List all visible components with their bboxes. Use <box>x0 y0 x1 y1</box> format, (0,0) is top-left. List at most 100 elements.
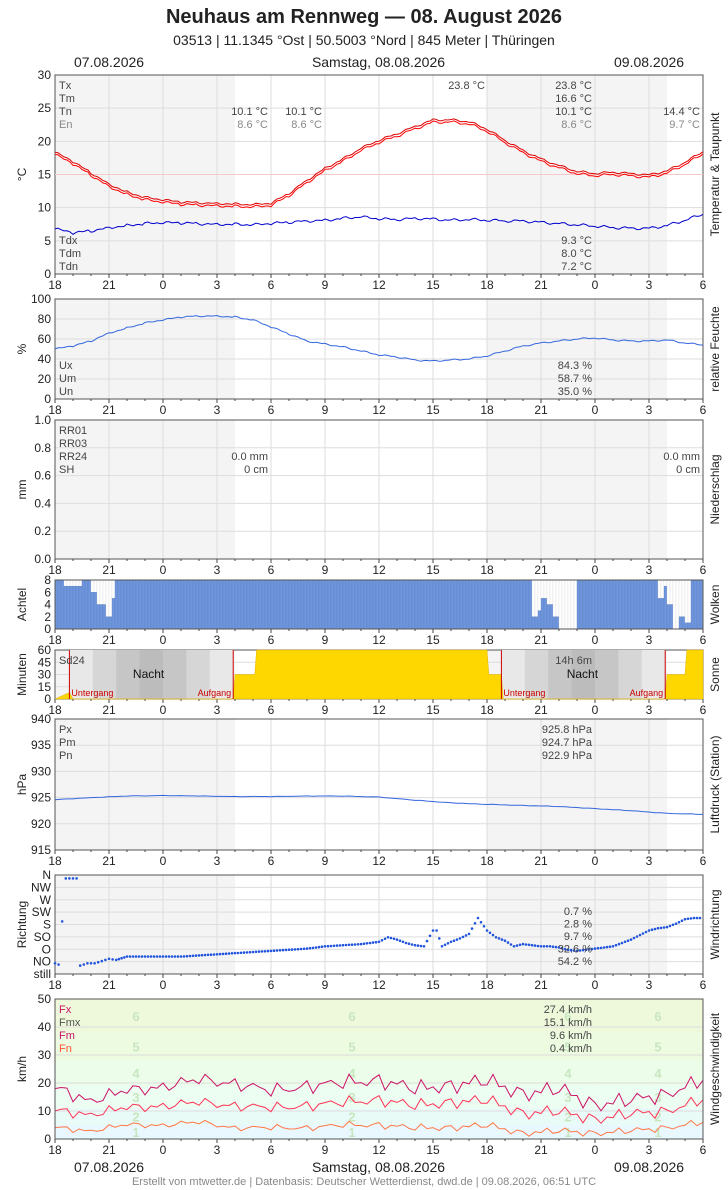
wind-direction-point <box>224 952 228 955</box>
night-band <box>548 650 573 699</box>
temperature-ylabel: °C <box>15 167 29 181</box>
humidity-day-bg2 <box>667 299 703 399</box>
cloud-bar <box>642 579 647 630</box>
precipitation-xtick-label: 3 <box>214 563 221 577</box>
wind-direction-point <box>218 952 222 956</box>
precipitation-xtick-label: 18 <box>48 563 62 577</box>
cloud-clear-bar <box>681 579 686 617</box>
temperature-ytick-label: 5 <box>44 234 51 248</box>
wind-direction-pct: 0.7 % <box>564 906 592 918</box>
cloud-bar <box>369 579 374 630</box>
temperature-legend-label: Tx <box>59 80 72 92</box>
wind-direction-point <box>482 925 486 928</box>
humidity-xtick-label: 21 <box>534 403 548 417</box>
wind-direction-point <box>599 946 603 950</box>
cloud-bar <box>477 579 482 630</box>
wind-direction-point <box>152 955 156 958</box>
temperature-tn-day3: 14.4 °C <box>663 106 700 118</box>
cloud-bar <box>501 579 506 630</box>
sunshine-ytick-label: 60 <box>38 643 52 657</box>
wind-direction-point <box>620 941 624 945</box>
temperature-xtick-label: 3 <box>214 278 221 292</box>
wind-direction-point <box>371 941 375 944</box>
cloud-bar <box>318 579 323 630</box>
temperature-xtick-label: 15 <box>426 278 440 292</box>
wind-direction-point <box>134 955 138 958</box>
cloud-bar <box>231 579 236 630</box>
wind_direction-xtick-label: 3 <box>214 978 221 992</box>
wind-direction-point <box>632 936 636 940</box>
wind-direction-point <box>68 877 71 880</box>
temperature-xtick-label: 18 <box>480 278 494 292</box>
cloud-bar <box>108 616 113 630</box>
cloud-bar <box>213 579 218 630</box>
humidity-value: 35.0 % <box>558 386 592 398</box>
cloud-bar <box>84 579 89 630</box>
cloud-bar <box>87 579 92 630</box>
cloud-clear-bar <box>549 579 554 605</box>
beaufort-label: 1 <box>564 1125 571 1140</box>
wind-direction-point <box>107 957 111 961</box>
wind-direction-point <box>155 955 159 958</box>
humidity-series-um <box>54 314 703 362</box>
wind-direction-point <box>596 946 600 950</box>
clouds-xtick-label: 15 <box>426 633 440 647</box>
wind-direction-point <box>485 929 489 932</box>
humidity-xtick-label: 21 <box>102 403 116 417</box>
cloud-bar <box>282 579 287 630</box>
cloud-bar <box>270 579 275 630</box>
clouds-xtick-label: 18 <box>480 633 494 647</box>
cloud-bar <box>588 579 593 630</box>
wind-direction-point <box>548 945 552 948</box>
cloud-bar <box>246 579 251 630</box>
wind-speed-value: 0.4 km/h <box>550 1043 592 1055</box>
humidity-xtick-label: 6 <box>700 403 707 417</box>
wind-direction-pct: 9.7 % <box>564 931 592 943</box>
sunshine-sd24-label: Sd24 <box>59 655 85 667</box>
wind-direction-point <box>263 950 267 953</box>
pressure-value: 925.8 hPa <box>542 724 593 736</box>
wind-direction-point <box>176 955 180 958</box>
wind-direction-point <box>438 937 441 940</box>
wind-direction-point <box>452 939 456 942</box>
wind-direction-point <box>53 962 57 965</box>
cloud-bar <box>171 579 176 630</box>
clouds-xtick-label: 3 <box>646 633 653 647</box>
beaufort-label: 6 <box>132 1009 139 1024</box>
date-right-bottom: 09.08.2026 <box>614 1159 685 1175</box>
wind-direction-point <box>287 948 291 951</box>
temperature-tn-day1: 10.1 °C <box>231 106 268 118</box>
cloud-bar <box>147 579 152 630</box>
wind-direction-point <box>191 954 195 958</box>
cloud-bar <box>204 579 209 630</box>
cloud-bar <box>525 579 530 630</box>
wind-direction-point <box>395 938 399 941</box>
cloud-bar <box>264 579 269 630</box>
cloud-bar <box>690 579 695 630</box>
pressure-xtick-label: 3 <box>646 854 653 868</box>
night-band <box>501 650 526 699</box>
wind-direction-point <box>203 953 207 957</box>
sunset-label-2: Untergang <box>503 688 545 698</box>
cloud-bar <box>312 579 317 630</box>
wind-direction-point <box>161 955 165 958</box>
cloud-bar <box>153 579 158 630</box>
wind-direction-point <box>653 927 657 931</box>
wind-speed-frame-top <box>54 998 704 1140</box>
precip-sh-day1: 0 cm <box>244 464 268 476</box>
cloud-bar <box>549 604 554 630</box>
precipitation-ytick-label: 0.8 <box>34 441 51 455</box>
wind_direction-xtick-label: 9 <box>322 978 329 992</box>
clouds-xtick-label: 21 <box>534 633 548 647</box>
cloud-bar <box>585 579 590 630</box>
footer-credit: Erstellt von mtwetter.de | Datenbasis: D… <box>131 1176 597 1188</box>
precipitation-xtick-label: 6 <box>700 563 707 577</box>
beaufort-label: 4 <box>654 1066 662 1081</box>
cloud-bar <box>222 579 227 630</box>
wind-direction-point <box>269 949 273 953</box>
clouds-xtick-label: 6 <box>700 633 707 647</box>
wind_direction-xtick-label: 0 <box>592 978 599 992</box>
cloud-bar <box>399 579 404 630</box>
cloud-bar <box>81 579 86 630</box>
cloud-bar <box>498 579 503 630</box>
